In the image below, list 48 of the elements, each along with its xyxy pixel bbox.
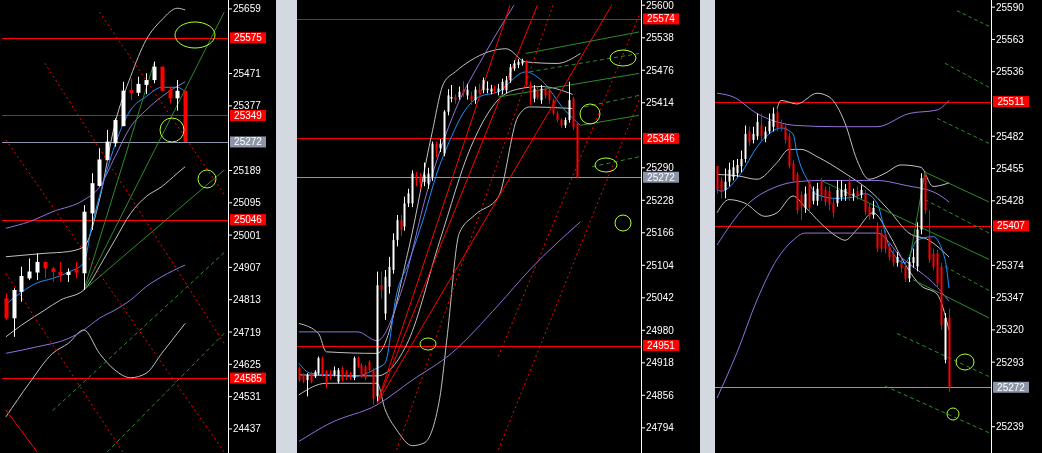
y-tick-label: 25347 — [996, 292, 1025, 304]
y-tick-label: 25095 — [233, 197, 262, 209]
ref-line-label: 24585 — [234, 372, 263, 384]
y-tick-label: 25104 — [646, 259, 675, 271]
ref-line-label: 25046 — [234, 214, 263, 226]
ref-line-label: 24951 — [647, 340, 676, 352]
ref-line-label: 25272 — [234, 136, 263, 148]
y-tick-label: 25189 — [233, 164, 262, 176]
y-tick-label: 25377 — [233, 100, 262, 112]
y-tick-label: 24625 — [233, 358, 262, 370]
ref-line-label: 25349 — [234, 109, 263, 121]
y-tick-label: 24907 — [233, 261, 262, 273]
y-tick-label: 25293 — [996, 356, 1025, 368]
y-tick-label: 24856 — [646, 389, 675, 401]
ref-line-label: 25407 — [997, 220, 1026, 232]
y-tick-label: 25590 — [996, 1, 1025, 13]
y-tick-label: 25476 — [646, 64, 675, 76]
y-tick-label: 25659 — [233, 3, 262, 15]
ref-line-label: 25511 — [997, 96, 1025, 108]
y-tick-label: 25471 — [233, 68, 262, 80]
y-tick-label: 25536 — [996, 66, 1025, 78]
y-tick-label: 24794 — [646, 422, 675, 434]
y-tick-label: 25228 — [646, 194, 675, 206]
y-tick-label: 24437 — [233, 423, 262, 435]
ref-line-label: 25575 — [234, 32, 263, 44]
y-tick-label: 25538 — [646, 32, 675, 44]
y-tick-label: 24531 — [233, 391, 262, 403]
y-tick-label: 25374 — [996, 259, 1025, 271]
y-tick-label: 25166 — [646, 227, 675, 239]
y-tick-label: 25482 — [996, 130, 1025, 142]
y-tick-label: 25600 — [646, 0, 675, 11]
y-tick-label: 25290 — [646, 162, 675, 174]
y-tick-label: 25001 — [233, 229, 262, 241]
y-tick-label: 24918 — [646, 357, 675, 369]
y-tick-label: 25042 — [646, 292, 675, 304]
y-tick-label: 25414 — [646, 97, 675, 109]
y-tick-label: 25320 — [996, 324, 1025, 336]
ref-line-label: 25346 — [647, 132, 676, 144]
y-tick-label: 24719 — [233, 326, 262, 338]
ref-line-label: 25574 — [647, 13, 676, 25]
y-tick-label: 25428 — [996, 195, 1025, 207]
y-tick-label: 25239 — [996, 421, 1025, 433]
ref-line-label: 25272 — [997, 381, 1026, 393]
ref-line-label: 25272 — [647, 171, 676, 183]
y-tick-label: 24813 — [233, 294, 262, 306]
y-tick-label: 25455 — [996, 163, 1025, 175]
y-tick-label: 25563 — [996, 33, 1025, 45]
y-tick-label: 24980 — [646, 324, 675, 336]
